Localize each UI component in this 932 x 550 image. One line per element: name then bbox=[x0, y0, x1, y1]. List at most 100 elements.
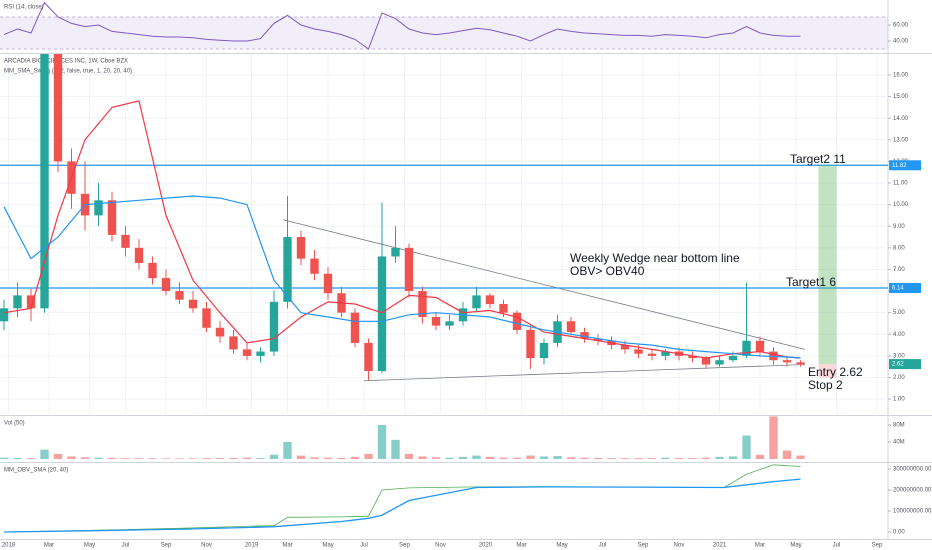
candle-body bbox=[431, 316, 441, 326]
candle-body bbox=[256, 351, 265, 356]
y-tick-label: 80M bbox=[893, 423, 905, 429]
last-price-label: 2.62 bbox=[892, 362, 904, 368]
level-tag-label: 6.14 bbox=[892, 286, 904, 292]
volume-bar bbox=[391, 439, 400, 459]
candle-body bbox=[0, 308, 9, 322]
volume-bar bbox=[148, 458, 157, 459]
volume-bar bbox=[256, 458, 265, 459]
x-tick-label: Sep bbox=[161, 543, 172, 549]
y-tick-label: 200000000.00 bbox=[893, 488, 932, 494]
candle-body bbox=[661, 351, 670, 356]
annotation: Target1 6 bbox=[786, 275, 836, 289]
level-tag bbox=[889, 283, 921, 294]
volume-bar bbox=[526, 455, 535, 459]
x-tick-label: Sep bbox=[872, 543, 883, 549]
annotation: Stop 2 bbox=[808, 378, 843, 392]
candle-body bbox=[26, 295, 36, 309]
volume-bar bbox=[26, 458, 36, 459]
rsi-band bbox=[0, 17, 888, 49]
annotation: Entry 2.62 bbox=[808, 365, 863, 379]
volume-bar bbox=[499, 457, 508, 459]
volume-bar bbox=[404, 453, 414, 459]
symbol-title: ARCADIA BIOSCIENCES INC, 1W, Cboe BZX bbox=[4, 59, 128, 65]
volume-bar bbox=[80, 457, 90, 459]
moving-average bbox=[3, 100, 801, 359]
x-tick-label: May bbox=[790, 543, 801, 549]
volume-bar bbox=[620, 458, 630, 459]
volume-bar bbox=[337, 457, 346, 459]
annotation: OBV> OBV40 bbox=[570, 264, 645, 278]
volume-bar bbox=[728, 456, 738, 459]
candle-body bbox=[269, 301, 279, 352]
volume-bar bbox=[485, 456, 495, 459]
candle-body bbox=[728, 355, 738, 361]
last-price-tag bbox=[889, 359, 921, 370]
volume-bar bbox=[188, 458, 198, 459]
y-tick-label: 9.00 bbox=[893, 224, 905, 230]
volume-bar bbox=[769, 416, 778, 459]
x-tick-label: Sep bbox=[399, 543, 410, 549]
candle-body bbox=[647, 353, 657, 356]
candle-body bbox=[350, 312, 360, 343]
candle-body bbox=[742, 340, 751, 356]
volume-bar bbox=[472, 455, 481, 459]
candle-body bbox=[107, 200, 117, 235]
candle-body bbox=[620, 345, 630, 350]
volume-bar bbox=[431, 457, 441, 459]
volume-bar bbox=[310, 457, 319, 459]
candle-body bbox=[242, 349, 252, 356]
volume-bar bbox=[377, 424, 387, 459]
x-tick-label: 2021 bbox=[713, 543, 727, 549]
x-tick-label: Mar bbox=[516, 543, 526, 549]
candle-body bbox=[215, 327, 225, 337]
x-tick-label: 2018 bbox=[2, 543, 16, 549]
candle-body bbox=[796, 362, 805, 365]
wedge-line bbox=[363, 364, 806, 382]
volume-bar bbox=[796, 455, 805, 459]
y-tick-label: 7.00 bbox=[893, 267, 905, 273]
rsi-title: RSI (14, close) bbox=[4, 5, 44, 11]
volume-bar bbox=[40, 449, 49, 459]
candle-body bbox=[485, 295, 495, 305]
candle-body bbox=[229, 336, 238, 350]
volume-bar bbox=[458, 456, 468, 459]
volume-bar bbox=[94, 457, 103, 459]
volume-bar bbox=[593, 457, 603, 459]
stop-zone bbox=[818, 364, 837, 378]
candle-body bbox=[404, 247, 414, 292]
y-tick-label: 3.00 bbox=[893, 353, 905, 359]
y-tick-label: 2.00 bbox=[893, 375, 905, 381]
candle-body bbox=[161, 278, 171, 292]
candle-body bbox=[566, 321, 576, 333]
y-tick-label: 1.00 bbox=[893, 397, 905, 403]
volume-bar bbox=[418, 456, 427, 459]
candle-body bbox=[499, 304, 508, 313]
volume-bar bbox=[445, 457, 454, 459]
candle-body bbox=[121, 234, 130, 248]
volume-bar bbox=[647, 458, 657, 459]
obv-line bbox=[3, 464, 801, 533]
volume-bar bbox=[107, 457, 117, 459]
moving-average bbox=[3, 195, 801, 359]
candle-body bbox=[701, 358, 711, 365]
y-tick-label: 0.00 bbox=[893, 530, 905, 536]
volume-bar bbox=[661, 457, 670, 459]
candle-body bbox=[593, 338, 603, 341]
y-tick-label: 60.00 bbox=[893, 23, 909, 29]
x-tick-label: Mar bbox=[755, 543, 765, 549]
x-tick-label: 2019 bbox=[245, 543, 259, 549]
volume-bar bbox=[229, 457, 238, 459]
volume-bar bbox=[242, 457, 252, 459]
y-tick-label: 40.00 bbox=[893, 39, 909, 45]
volume-bar bbox=[566, 457, 576, 459]
y-tick-label: 300000000.00 bbox=[893, 467, 932, 473]
y-tick-label: 14.00 bbox=[893, 116, 909, 122]
candle-body bbox=[148, 262, 157, 279]
candle-body bbox=[13, 295, 22, 309]
candle-body bbox=[391, 247, 400, 257]
indicator-title: MM_SMA_Swing (1, 2, false, true, 1, 20, … bbox=[4, 69, 132, 75]
x-tick-label: Jul bbox=[599, 543, 607, 549]
volume-bar bbox=[296, 455, 306, 459]
x-tick-label: Jul bbox=[360, 543, 368, 549]
